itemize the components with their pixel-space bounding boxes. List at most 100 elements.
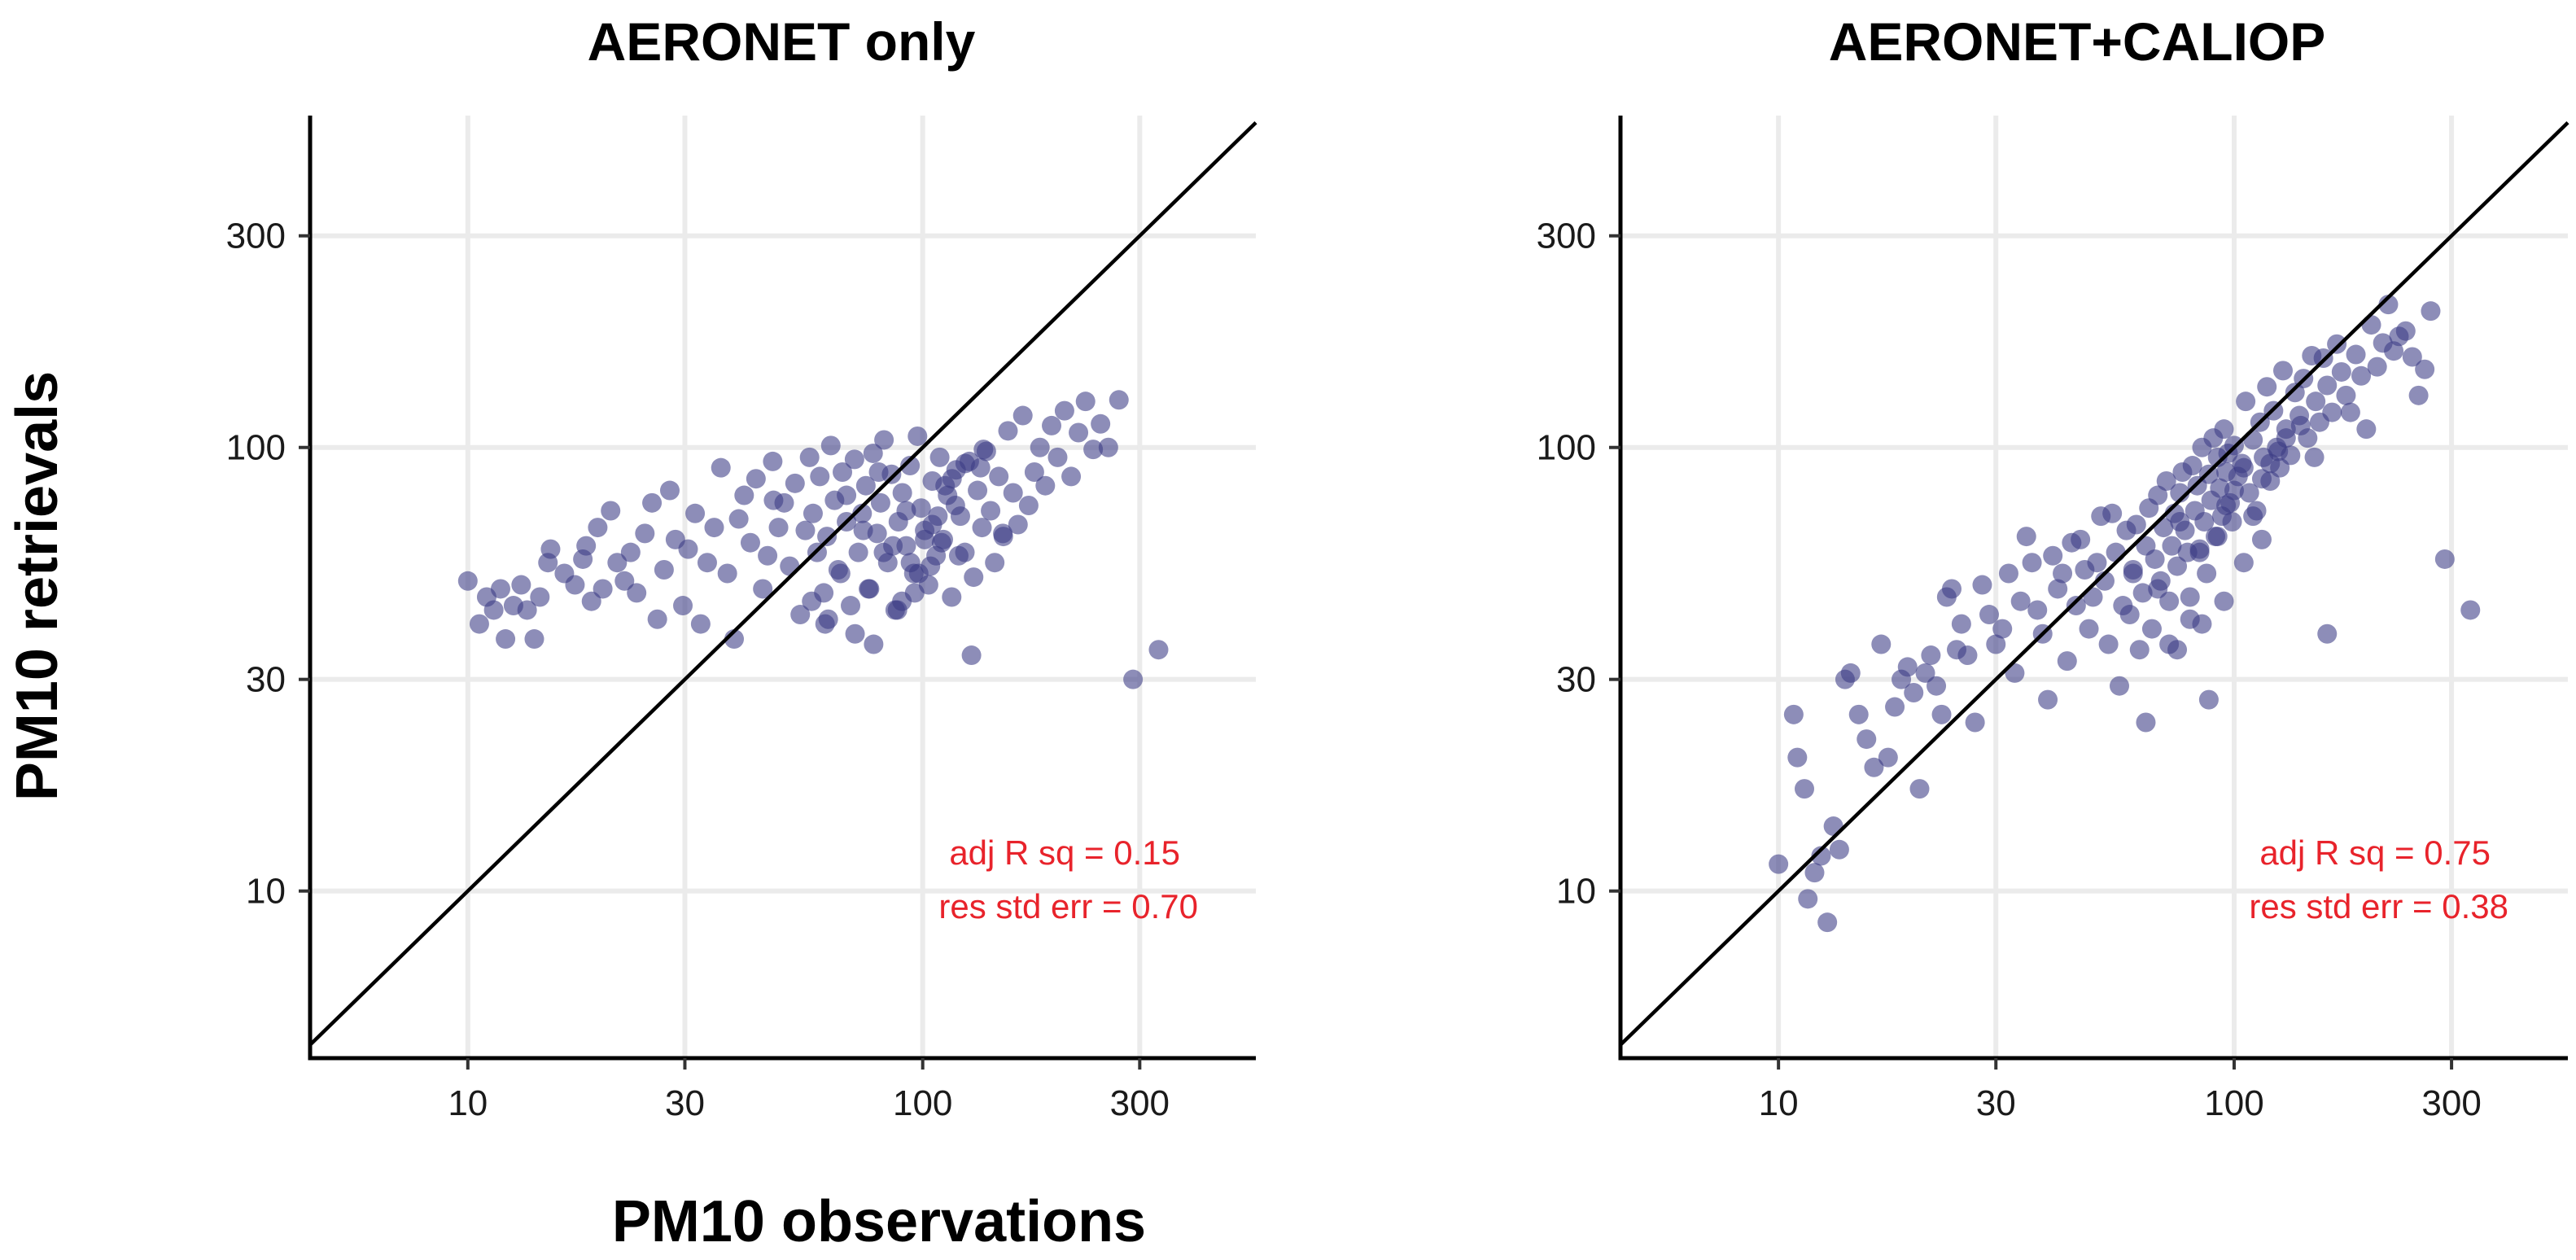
data-point: [1921, 645, 1941, 666]
data-point: [2304, 447, 2325, 467]
data-point: [2167, 556, 2188, 576]
data-point: [942, 587, 962, 607]
data-point: [2106, 542, 2126, 562]
data-point: [2129, 640, 2150, 660]
data-point: [576, 536, 597, 556]
data-point: [830, 563, 851, 584]
data-point: [588, 518, 608, 538]
data-point: [921, 556, 941, 576]
data-point: [820, 435, 841, 456]
data-point: [785, 473, 805, 493]
data-point: [1871, 634, 1892, 654]
panel-aeronet-caliop: AERONET+CALIOP 10 10 30 30 100 100 300 300 adj …: [1537, 11, 2569, 1123]
data-point: [2367, 357, 2387, 377]
data-point: [968, 480, 988, 501]
data-point: [620, 542, 641, 562]
data-point: [517, 600, 537, 620]
data-point: [2210, 478, 2230, 498]
data-point: [874, 430, 894, 450]
data-point: [2182, 456, 2202, 476]
data-point: [1042, 415, 1062, 435]
data-point: [2066, 596, 2086, 616]
data-point: [2148, 579, 2168, 599]
data-point: [2276, 428, 2296, 448]
data-point: [2136, 712, 2156, 733]
data-point: [844, 449, 864, 470]
data-point: [2010, 591, 2031, 611]
data-point: [904, 583, 925, 603]
data-point: [948, 545, 969, 566]
data-point: [810, 466, 830, 487]
data-point: [1979, 605, 2000, 625]
data-point: [1897, 657, 1918, 677]
data-point: [2098, 634, 2119, 654]
data-point: [2251, 529, 2272, 549]
data-point: [833, 462, 853, 482]
data-point: [2322, 402, 2342, 422]
data-point: [2180, 587, 2200, 607]
data-point: [2351, 365, 2372, 386]
data-point: [1795, 779, 1815, 799]
data-point: [852, 503, 873, 523]
data-point: [935, 475, 956, 496]
data-point: [2148, 485, 2168, 505]
data-point: [614, 571, 635, 591]
data-point: [863, 443, 883, 463]
y-tick-label: 30: [1556, 660, 1596, 700]
data-point: [1885, 697, 1905, 717]
data-point: [790, 605, 811, 625]
data-point: [1840, 663, 1861, 683]
data-point: [2222, 512, 2242, 532]
data-point: [859, 579, 879, 599]
data-point: [929, 447, 950, 467]
data-point: [673, 596, 693, 616]
data-point: [1123, 669, 1144, 689]
data-point: [868, 462, 889, 482]
data-point: [1091, 413, 1111, 434]
data-point: [768, 518, 789, 538]
data-point: [2317, 623, 2338, 644]
y-tick-label: 30: [246, 660, 286, 700]
data-point: [1012, 405, 1033, 426]
data-point: [2243, 506, 2263, 527]
data-point: [2415, 359, 2435, 379]
tick-marks: [299, 234, 1142, 1070]
data-point: [1965, 712, 1985, 733]
data-point: [697, 553, 717, 573]
y-tick-label: 300: [226, 217, 286, 256]
data-point: [845, 623, 865, 644]
data-point: [848, 542, 868, 562]
data-points: [1769, 295, 2481, 933]
data-point: [511, 575, 531, 595]
data-point: [1992, 619, 2013, 639]
data-point: [1075, 392, 1096, 412]
data-point: [2132, 583, 2153, 603]
data-point: [1018, 495, 1039, 515]
data-point: [2207, 527, 2228, 547]
data-point: [2048, 579, 2068, 599]
data-point: [818, 609, 838, 629]
data-point: [1769, 854, 1789, 874]
data-point: [1942, 579, 1962, 599]
data-point: [1783, 704, 1804, 724]
data-point: [593, 579, 613, 599]
data-point: [2119, 605, 2140, 625]
axes: [1618, 116, 2568, 1061]
data-point: [1829, 839, 1849, 860]
data-point: [763, 451, 783, 471]
data-point: [704, 518, 724, 538]
data-point: [607, 553, 628, 573]
data-point: [1024, 462, 1044, 482]
data-point: [2016, 527, 2036, 547]
y-tick-label: 300: [1537, 217, 1596, 256]
data-point: [2053, 563, 2073, 584]
data-point: [2141, 619, 2162, 639]
data-point: [931, 532, 951, 553]
data-point: [728, 509, 749, 529]
data-point: [795, 520, 816, 540]
x-tick-label: 10: [1759, 1083, 1799, 1123]
data-point: [763, 490, 784, 510]
data-point: [2421, 301, 2441, 322]
data-point: [2214, 591, 2234, 611]
data-point: [964, 567, 984, 588]
